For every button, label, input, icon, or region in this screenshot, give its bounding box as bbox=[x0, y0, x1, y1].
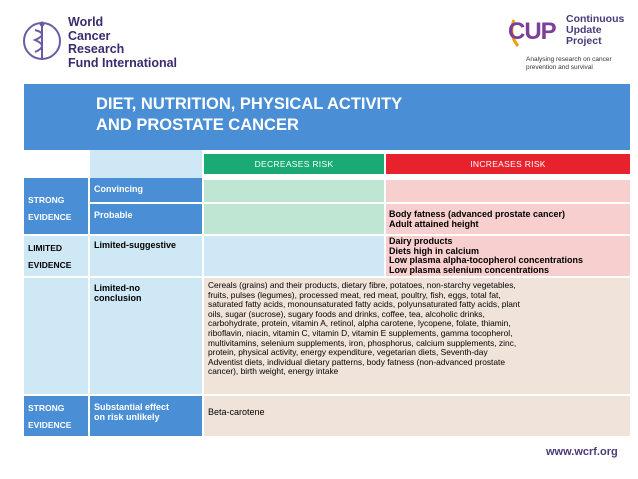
decreases-convincing bbox=[204, 180, 384, 202]
increases-convincing bbox=[386, 180, 630, 202]
category-limited-suggestive: Limited-suggestive bbox=[90, 236, 202, 276]
substantial-effect-list: Beta-carotene bbox=[204, 396, 630, 436]
category-limited-no-conclusion: Limited-no conclusion bbox=[90, 278, 202, 394]
evidence-label-strong: STRONG EVIDENCE bbox=[24, 178, 88, 234]
decreases-limited-suggestive bbox=[204, 236, 384, 276]
evidence-label-limited: LIMITED EVIDENCE bbox=[24, 236, 88, 276]
footer-url[interactable]: www.wcrf.org bbox=[546, 446, 618, 458]
header-decreases-risk: DECREASES RISK bbox=[204, 154, 384, 174]
caduceus-icon bbox=[23, 21, 61, 60]
evidence-label-strong-unlikely: STRONG EVIDENCE bbox=[24, 396, 88, 436]
category-probable: Probable bbox=[90, 204, 202, 234]
decreases-probable bbox=[204, 204, 384, 234]
cup-swoosh-icon bbox=[510, 19, 520, 47]
cup-tagline: Analysing research on cancer prevention … bbox=[526, 56, 612, 71]
limited-no-conclusion-list: Cereals (grains) and their products, die… bbox=[204, 278, 630, 394]
evidence-matrix: DIET, NUTRITION, PHYSICAL ACTIVITY AND P… bbox=[24, 84, 630, 436]
page-title: DIET, NUTRITION, PHYSICAL ACTIVITY AND P… bbox=[24, 84, 630, 150]
cup-logo: CUP Continuous Update Project Analysing … bbox=[508, 12, 632, 82]
category-convincing: Convincing bbox=[90, 178, 202, 202]
wcrf-logo: World Cancer Research Fund International bbox=[22, 14, 182, 70]
header-increases-risk: INCREASES RISK bbox=[386, 154, 630, 174]
header-blank bbox=[90, 150, 202, 178]
increases-probable: Body fatness (advanced prostate cancer) … bbox=[386, 204, 630, 234]
wcrf-name: World Cancer Research Fund International bbox=[68, 15, 178, 70]
increases-limited-suggestive: Dairy products Diets high in calcium Low… bbox=[386, 236, 630, 276]
evidence-label-blank bbox=[24, 278, 88, 394]
cup-words: Continuous Update Project bbox=[566, 13, 625, 47]
cup-mark: CUP bbox=[508, 18, 557, 45]
category-substantial-effect: Substantial effect on risk unlikely bbox=[90, 396, 202, 436]
